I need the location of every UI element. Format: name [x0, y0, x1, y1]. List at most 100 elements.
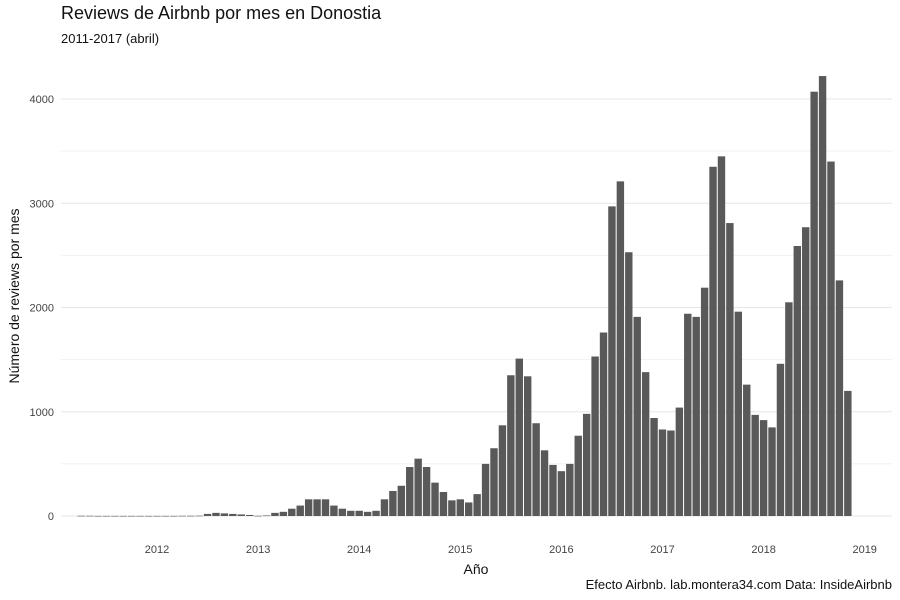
- bar: [431, 482, 439, 516]
- bar: [692, 316, 700, 516]
- y-tick-label: 4000: [30, 94, 54, 106]
- bar: [355, 510, 363, 516]
- bar: [675, 407, 684, 516]
- chart-subtitle: 2011-2017 (abril): [61, 31, 160, 46]
- bar: [186, 515, 195, 517]
- x-tick-label: 2012: [145, 544, 169, 556]
- bar: [296, 505, 304, 516]
- bar: [254, 515, 262, 517]
- x-tick-label: 2017: [650, 544, 674, 556]
- bar: [448, 500, 456, 516]
- bar: [818, 76, 827, 516]
- x-tick-label: 2016: [549, 544, 573, 556]
- bar: [279, 511, 288, 516]
- bar: [549, 464, 557, 516]
- bar: [136, 515, 144, 517]
- bar: [271, 512, 279, 516]
- bar: [768, 427, 776, 516]
- bar: [532, 423, 540, 516]
- bar: [288, 508, 296, 516]
- bar: [608, 206, 616, 516]
- bar: [195, 515, 203, 517]
- bar: [245, 514, 254, 516]
- bar: [566, 463, 574, 517]
- bar: [439, 492, 448, 516]
- bar: [625, 252, 633, 516]
- bar: [844, 390, 852, 516]
- bar: [414, 458, 422, 516]
- bar: [380, 499, 389, 516]
- bar: [481, 463, 490, 517]
- x-tick-label: 2013: [246, 544, 270, 556]
- bar: [633, 316, 641, 516]
- bar: [262, 515, 271, 517]
- bar: [709, 166, 717, 516]
- bar: [203, 513, 212, 516]
- bar: [802, 227, 810, 517]
- bar: [582, 413, 591, 516]
- bar: [111, 515, 119, 517]
- bar: [389, 490, 397, 516]
- bar: [397, 485, 406, 516]
- bar: [759, 420, 768, 516]
- bar: [616, 181, 625, 517]
- bar: [229, 513, 237, 516]
- y-tick-label: 2000: [30, 303, 54, 315]
- y-tick-label: 1000: [30, 407, 54, 419]
- y-tick-label: 3000: [30, 198, 54, 210]
- bar: [321, 499, 330, 516]
- bar: [515, 358, 523, 516]
- bar: [237, 514, 245, 516]
- bar: [77, 515, 85, 517]
- bar: [650, 418, 658, 516]
- bar: [658, 429, 667, 516]
- bar: [540, 450, 549, 516]
- bar: [498, 425, 507, 516]
- bar: [734, 311, 743, 516]
- bar: [102, 515, 111, 517]
- x-tick-label: 2019: [852, 544, 876, 556]
- bar: [700, 287, 709, 516]
- bar: [684, 313, 692, 516]
- bar: [557, 471, 566, 516]
- bar: [456, 499, 464, 516]
- bar: [473, 494, 481, 516]
- bar: [363, 511, 372, 516]
- bar: [726, 223, 734, 516]
- bar: [490, 448, 498, 516]
- chart-caption: Efecto Airbnb. lab.montera34.com Data: I…: [585, 577, 892, 592]
- x-tick-label: 2014: [347, 544, 371, 556]
- chart-title: Reviews de Airbnb por mes en Donostia: [61, 3, 382, 23]
- bar: [574, 435, 582, 516]
- bar: [507, 375, 515, 516]
- bar: [523, 376, 532, 516]
- bar: [178, 515, 186, 517]
- bar: [465, 502, 473, 516]
- bar: [827, 161, 835, 517]
- bar: [667, 430, 675, 516]
- bar: [785, 302, 793, 516]
- y-tick-label: 0: [48, 511, 54, 523]
- bar: [170, 515, 178, 517]
- bar: [835, 280, 844, 516]
- bar: [717, 156, 726, 516]
- x-tick-label: 2015: [448, 544, 472, 556]
- bar: [372, 510, 380, 516]
- bar: [338, 508, 347, 516]
- bar: [422, 467, 431, 516]
- y-axis-title: Número de reviews por mes: [6, 208, 22, 383]
- bar: [599, 332, 608, 516]
- x-axis-title: Año: [464, 561, 489, 577]
- bar: [406, 467, 414, 516]
- bar: [313, 499, 321, 516]
- bar: [220, 513, 229, 516]
- bar: [330, 505, 338, 516]
- bar: [743, 384, 751, 516]
- bars: [77, 76, 852, 517]
- bar: [810, 91, 818, 516]
- bar: [751, 414, 759, 516]
- bar: [161, 515, 170, 517]
- bar: [304, 499, 313, 516]
- bar: [128, 515, 136, 517]
